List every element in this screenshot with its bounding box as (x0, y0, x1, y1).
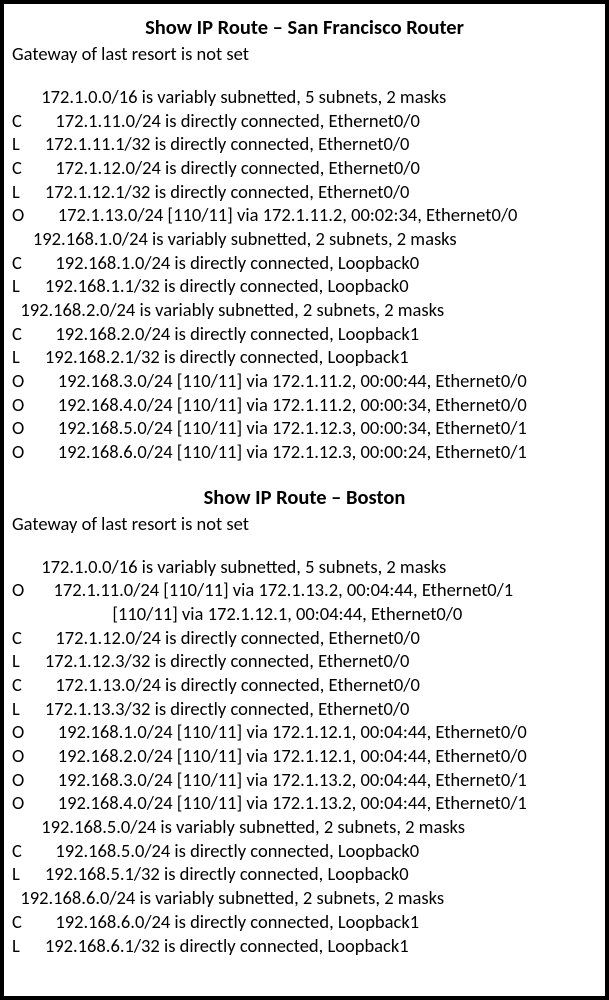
route-line: L 192.168.5.1/32 is directly connected, … (12, 862, 597, 886)
section-title-boston: Show IP Route – Boston (12, 484, 597, 510)
route-line: C 172.1.12.0/24 is directly connected, E… (12, 626, 597, 650)
gateway-line-boston: Gateway of last resort is not set (12, 512, 597, 535)
route-line: L 172.1.11.1/32 is directly connected, E… (12, 132, 597, 156)
route-line: C 172.1.11.0/24 is directly connected, E… (12, 109, 597, 133)
route-line: C 172.1.12.0/24 is directly connected, E… (12, 156, 597, 180)
route-line: O 192.168.2.0/24 [110/11] via 172.1.12.1… (12, 744, 597, 768)
route-line: O 192.168.3.0/24 [110/11] via 172.1.11.2… (12, 369, 597, 393)
route-line: O 192.168.4.0/24 [110/11] via 172.1.11.2… (12, 393, 597, 417)
route-line: 172.1.0.0/16 is variably subnetted, 5 su… (12, 85, 597, 109)
route-line: 192.168.6.0/24 is variably subnetted, 2 … (12, 886, 597, 910)
route-line: [110/11] via 172.1.12.1, 00:04:44, Ether… (12, 602, 597, 626)
route-line: L 192.168.1.1/32 is directly connected, … (12, 274, 597, 298)
route-block-boston: 172.1.0.0/16 is variably subnetted, 5 su… (12, 555, 597, 957)
route-line: L 192.168.2.1/32 is directly connected, … (12, 345, 597, 369)
section-title-sf: Show IP Route – San Francisco Router (12, 14, 597, 40)
route-line: 172.1.0.0/16 is variably subnetted, 5 su… (12, 555, 597, 579)
route-line: O 192.168.1.0/24 [110/11] via 172.1.12.1… (12, 720, 597, 744)
route-line: O 192.168.4.0/24 [110/11] via 172.1.13.2… (12, 791, 597, 815)
route-line: L 172.1.12.1/32 is directly connected, E… (12, 180, 597, 204)
route-line: O 192.168.3.0/24 [110/11] via 172.1.13.2… (12, 768, 597, 792)
route-line: 192.168.2.0/24 is variably subnetted, 2 … (12, 298, 597, 322)
route-block-sf: 172.1.0.0/16 is variably subnetted, 5 su… (12, 85, 597, 464)
route-line: C 192.168.2.0/24 is directly connected, … (12, 322, 597, 346)
route-line: C 172.1.13.0/24 is directly connected, E… (12, 673, 597, 697)
route-line: 192.168.1.0/24 is variably subnetted, 2 … (12, 227, 597, 251)
route-line: L 192.168.6.1/32 is directly connected, … (12, 934, 597, 958)
route-line: O 192.168.6.0/24 [110/11] via 172.1.12.3… (12, 440, 597, 464)
route-line: O 172.1.11.0/24 [110/11] via 172.1.13.2,… (12, 578, 597, 602)
route-table-container: Show IP Route – San Francisco Router Gat… (0, 0, 609, 1000)
route-line: L 172.1.13.3/32 is directly connected, E… (12, 697, 597, 721)
route-line: C 192.168.5.0/24 is directly connected, … (12, 839, 597, 863)
route-line: 192.168.5.0/24 is variably subnetted, 2 … (12, 815, 597, 839)
route-line: O 192.168.5.0/24 [110/11] via 172.1.12.3… (12, 416, 597, 440)
route-line: C 192.168.6.0/24 is directly connected, … (12, 910, 597, 934)
gateway-line-sf: Gateway of last resort is not set (12, 42, 597, 65)
route-line: L 172.1.12.3/32 is directly connected, E… (12, 649, 597, 673)
route-line: O 172.1.13.0/24 [110/11] via 172.1.11.2,… (12, 203, 597, 227)
route-line: C 192.168.1.0/24 is directly connected, … (12, 251, 597, 275)
